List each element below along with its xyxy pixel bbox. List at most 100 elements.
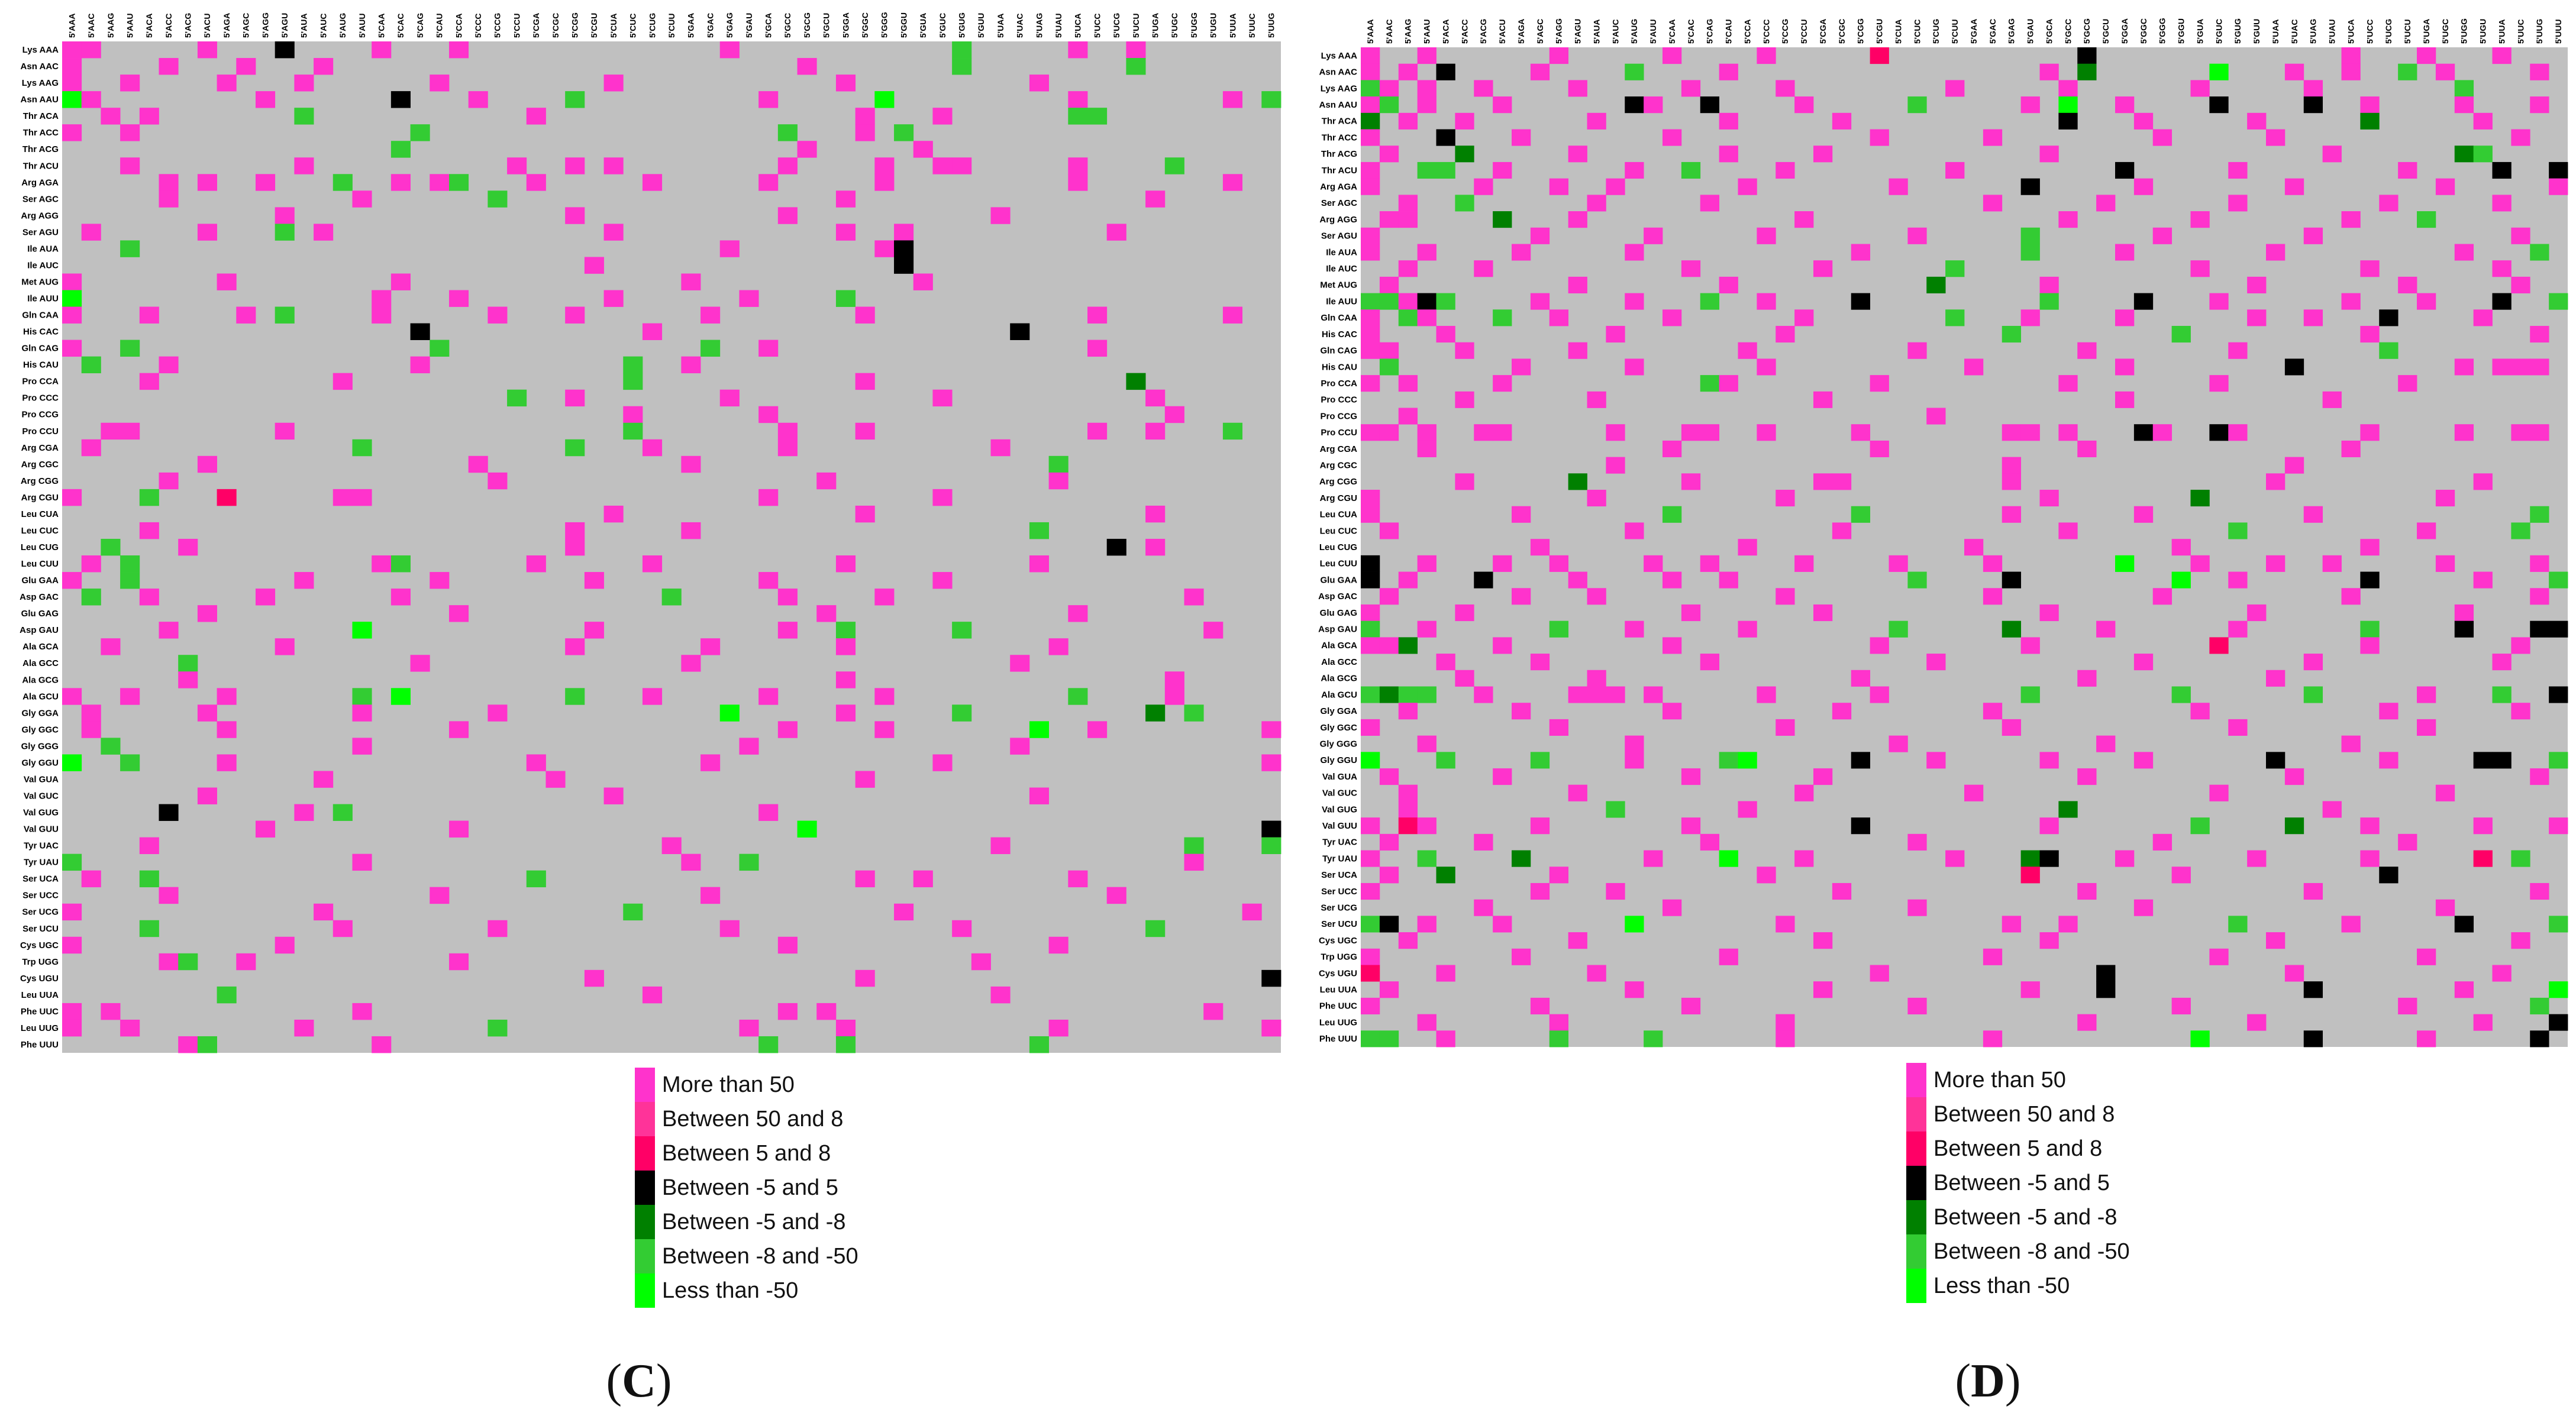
- heatmap-cell: [661, 589, 682, 606]
- heatmap-cell: [1087, 721, 1108, 738]
- heatmap-cell: [739, 290, 759, 307]
- heatmap-cell: [1493, 309, 1512, 326]
- row-label: Gly GGC: [1320, 723, 1357, 733]
- row-label: Lys AAA: [1321, 51, 1358, 61]
- heatmap-cell: [1164, 671, 1184, 688]
- heatmap-cell: [1048, 638, 1069, 655]
- row-label: Pro CCU: [22, 426, 59, 437]
- heatmap-cell: [2454, 358, 2474, 376]
- heatmap-cell: [352, 1003, 372, 1020]
- heatmap-cell: [2322, 391, 2342, 408]
- column-label: 5'AUU: [357, 14, 367, 38]
- row-label: Glu GAG: [1320, 608, 1357, 618]
- legend-item: Between -5 and -8: [635, 1205, 883, 1239]
- row-label: Thr ACU: [23, 161, 59, 171]
- heatmap-cell: [1606, 424, 1625, 441]
- heatmap-cell: [1738, 539, 1757, 556]
- heatmap-cell: [1757, 424, 1776, 441]
- heatmap-cell: [1493, 211, 1512, 228]
- heatmap-cell: [2152, 588, 2173, 605]
- heatmap-cell: [2360, 539, 2380, 556]
- row-label: Gln CAG: [22, 344, 59, 354]
- column-label: 5'CGA: [531, 13, 541, 38]
- heatmap-cell: [565, 638, 585, 655]
- column-label: 5'AUA: [1592, 20, 1601, 44]
- heatmap-cell: [1068, 41, 1088, 59]
- heatmap-cell: [1512, 244, 1531, 261]
- heatmap-cell: [62, 854, 82, 871]
- heatmap-cell: [623, 406, 643, 423]
- heatmap-cell: [2039, 932, 2059, 949]
- heatmap-cell: [139, 306, 159, 324]
- heatmap-cell: [835, 1036, 856, 1053]
- heatmap-cell: [1436, 293, 1455, 310]
- heatmap-cell: [2228, 424, 2248, 441]
- column-label: 5'UUU: [2554, 20, 2563, 44]
- heatmap-cell: [1164, 406, 1184, 423]
- column-label: 5'AGC: [241, 13, 251, 38]
- heatmap-cell: [1738, 178, 1757, 195]
- heatmap-cell: [2341, 47, 2361, 64]
- heatmap-cell: [2058, 522, 2078, 539]
- heatmap-cell: [2473, 112, 2493, 130]
- row-label: Arg AGG: [21, 211, 59, 221]
- heatmap-cell: [62, 489, 82, 506]
- heatmap-cell: [2247, 604, 2267, 622]
- heatmap-cell: [2530, 555, 2549, 572]
- legend-item: Between -5 and 5: [635, 1171, 883, 1205]
- heatmap-cell: [1870, 440, 1889, 458]
- column-label: 5'GAC: [705, 13, 715, 38]
- heatmap-cell: [468, 455, 488, 473]
- heatmap-cell: [2511, 276, 2530, 293]
- heatmap-cell: [2341, 63, 2361, 80]
- heatmap-cell: [2039, 276, 2059, 293]
- legend-item: More than 50: [635, 1068, 883, 1102]
- heatmap-cell: [2549, 620, 2568, 638]
- heatmap-cell: [797, 58, 817, 75]
- heatmap-cell: [855, 306, 875, 324]
- heatmap-cell: [1379, 637, 1399, 654]
- heatmap-cell: [2435, 555, 2455, 572]
- heatmap-cell: [81, 555, 101, 573]
- heatmap-cell: [894, 903, 914, 921]
- heatmap-cell: [1261, 820, 1281, 838]
- heatmap-cell: [1474, 833, 1493, 851]
- column-label: 5'CAG: [415, 13, 425, 38]
- heatmap-cell: [2549, 752, 2568, 769]
- heatmap-cell: [275, 936, 295, 954]
- row-label: Ala GCC: [1321, 657, 1357, 667]
- heatmap-cell: [971, 953, 991, 971]
- heatmap-d: Lys AAA Asn AAC Lys AAG Asn AAU Thr ACA Thr A…: [1318, 18, 2568, 1048]
- heatmap-background: [62, 41, 1281, 1053]
- heatmap-cell: [874, 688, 895, 705]
- heatmap-cell: [372, 555, 392, 573]
- heatmap-cell: [1813, 768, 1833, 785]
- heatmap-cell: [1794, 784, 1814, 801]
- column-label: 5'CGU: [1875, 19, 1884, 44]
- heatmap-cell: [1625, 752, 1644, 769]
- heatmap-cell: [855, 969, 875, 987]
- row-label: Ile AUU: [1326, 296, 1357, 306]
- heatmap-cell: [758, 1036, 779, 1053]
- heatmap-cell: [1361, 309, 1380, 326]
- heatmap-cell: [2209, 293, 2229, 310]
- heatmap-cell: [390, 91, 411, 108]
- legend-label: Between 50 and 8: [662, 1107, 844, 1131]
- heatmap-cell: [1926, 654, 1946, 671]
- column-label: 5'AAU: [1422, 20, 1432, 44]
- heatmap-cell: [275, 207, 295, 224]
- heatmap-cell: [1606, 801, 1625, 818]
- heatmap-cell: [1681, 817, 1701, 835]
- heatmap-cell: [430, 174, 450, 191]
- heatmap-cell: [101, 1003, 121, 1020]
- heatmap-cell: [2473, 309, 2493, 326]
- row-label: Tyr UAC: [24, 841, 59, 851]
- heatmap-cell: [1379, 424, 1399, 441]
- row-label: Lys AAG: [22, 78, 59, 88]
- column-label: 5'CUA: [609, 14, 618, 38]
- column-label: 5'AUU: [1648, 20, 1658, 44]
- column-label: 5'AUA: [299, 14, 309, 38]
- row-label: Thr ACG: [22, 144, 59, 154]
- heatmap-cell: [1719, 63, 1738, 80]
- heatmap-cell: [1493, 375, 1512, 392]
